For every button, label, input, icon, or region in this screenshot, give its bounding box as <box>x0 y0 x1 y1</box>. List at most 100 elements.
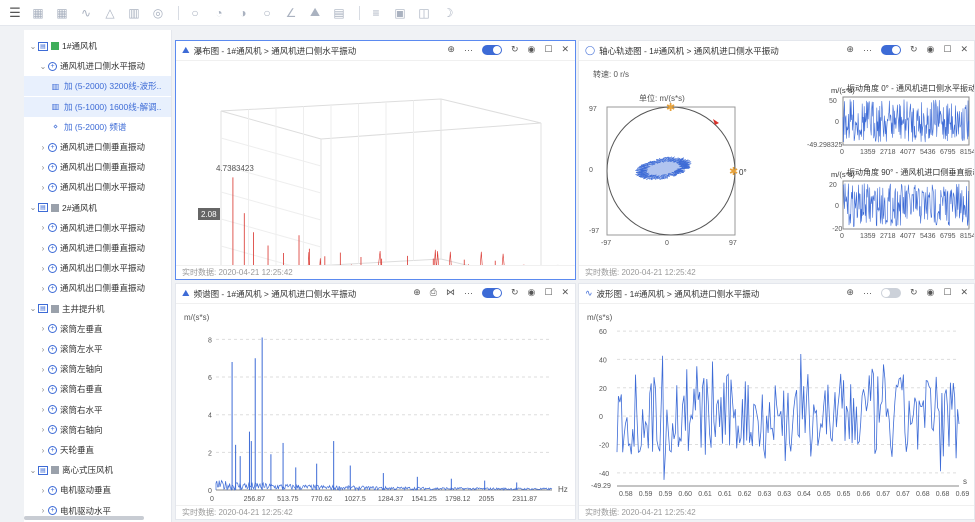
triangle-icon[interactable]: △ <box>105 5 115 20</box>
horizontal-scrollbar[interactable] <box>24 516 144 520</box>
link-icon[interactable]: ⋈ <box>445 287 455 297</box>
spectrum-panel[interactable]: ⛰ 频谱图 - 1#通风机 > 通风机进口侧水平振动 ⊕ ⎙ ⋈ ··· ↻ ◉… <box>175 283 576 520</box>
camera-icon[interactable]: ◉ <box>527 44 536 54</box>
chevron-down-icon[interactable]: ⌄ <box>29 41 37 51</box>
chevron-down-icon[interactable]: ⌄ <box>29 203 37 213</box>
tree-item[interactable]: › + 通风机出口侧垂直振动 <box>24 278 171 298</box>
realtime-toggle[interactable] <box>880 287 901 298</box>
chevron-down-icon[interactable]: ⌄ <box>29 465 37 475</box>
tree-item[interactable]: › + 天轮垂直 <box>24 440 171 460</box>
tree-item[interactable]: › + 滚筒左水平 <box>24 339 171 359</box>
chevron-right-icon[interactable]: › <box>41 485 45 495</box>
tree-item[interactable]: ▥ 加 (5-2000) 3200线-波形.. <box>24 76 171 97</box>
maximize-icon[interactable]: ☐ <box>943 287 952 297</box>
chevron-right-icon[interactable]: › <box>41 344 45 354</box>
rings-icon[interactable]: ◎ <box>152 5 164 20</box>
angle-icon[interactable]: ∠ <box>285 5 297 20</box>
camera-icon[interactable]: ◉ <box>926 287 935 297</box>
gauge-icon[interactable]: ◔ <box>215 5 223 20</box>
tree-item[interactable]: › + 滚筒右垂直 <box>24 379 171 399</box>
tree-item[interactable]: › + 通风机出口侧水平振动 <box>24 177 171 197</box>
circle-icon[interactable]: ○ <box>263 5 271 20</box>
maximize-icon[interactable]: ☐ <box>544 44 553 54</box>
tree-item[interactable]: › + 滚筒右轴向 <box>24 420 171 440</box>
tree-item[interactable]: › + 通风机进口侧水平振动 <box>24 218 171 238</box>
close-icon[interactable]: ✕ <box>960 44 968 54</box>
refresh-icon[interactable]: ↻ <box>510 287 519 297</box>
realtime-toggle[interactable] <box>481 287 502 298</box>
dial-icon[interactable]: ◑ <box>239 5 247 20</box>
more-icon[interactable]: ··· <box>463 44 473 55</box>
tree-item[interactable]: › + 滚筒右水平 <box>24 400 171 420</box>
chevron-right-icon[interactable]: › <box>41 324 45 334</box>
chart-icon[interactable]: ▥ <box>128 5 140 20</box>
moon-icon[interactable]: ☽ <box>442 5 454 20</box>
tree-item[interactable]: ⋄ 加 (5-2000) 频谱 <box>24 117 171 137</box>
export-icon[interactable]: ⎙ <box>429 287 437 297</box>
waterfall-icon[interactable]: ⛰ <box>309 5 321 19</box>
tree-item[interactable]: › + 电机驱动水平 <box>24 501 171 521</box>
waveform-chart[interactable]: m/(s*s) 60 40 20 0 -20 -40 -49.29 s 0.58 0.59 0.59 0… <box>579 304 974 505</box>
more-icon[interactable]: ··· <box>463 287 473 298</box>
tree-item[interactable]: › + 通风机进口侧垂直振动 <box>24 238 171 258</box>
waterfall-chart[interactable]: 4.73834232.08293.385001,0001,5002,0002,5… <box>176 61 575 265</box>
spectrum-icon[interactable]: ▤ <box>333 5 345 20</box>
tree-item[interactable]: ⌄ ▤ 1#通风机 <box>24 36 171 56</box>
chevron-right-icon[interactable]: › <box>41 425 45 435</box>
chevron-right-icon[interactable]: › <box>41 405 45 415</box>
maximize-icon[interactable]: ☐ <box>544 287 553 297</box>
target-icon[interactable]: ⊕ <box>846 287 854 297</box>
maximize-icon[interactable]: ☐ <box>943 44 952 54</box>
tree-item[interactable]: ▥ 加 (5-1000) 1600线-解调.. <box>24 96 171 117</box>
grid-icon[interactable]: ▦ <box>32 5 44 20</box>
layers-icon[interactable]: ◫ <box>418 5 430 20</box>
waterfall-panel[interactable]: ⛰ 瀑布图 - 1#通风机 > 通风机进口侧水平振动 ⊕ ··· ↻ ◉ ☐ ✕… <box>175 40 576 280</box>
chevron-right-icon[interactable]: › <box>41 384 45 394</box>
tree-item[interactable]: › + 滚筒左轴向 <box>24 359 171 379</box>
realtime-toggle[interactable] <box>880 44 901 55</box>
tree-item[interactable]: ⌄ + 通风机进口侧水平振动 <box>24 56 171 76</box>
tree-item[interactable]: ⌄ ▤ 离心式压风机 <box>24 460 171 480</box>
tree-item[interactable]: ⌄ ▤ 主井提升机 <box>24 299 171 319</box>
close-icon[interactable]: ✕ <box>561 287 569 297</box>
chevron-right-icon[interactable]: › <box>41 364 45 374</box>
close-icon[interactable]: ✕ <box>960 287 968 297</box>
tree-item[interactable]: › + 通风机出口侧垂直振动 <box>24 157 171 177</box>
chevron-right-icon[interactable]: › <box>41 182 45 192</box>
camera-icon[interactable]: ◉ <box>527 287 536 297</box>
grid-icon[interactable]: ▦ <box>56 5 68 20</box>
target-icon[interactable]: ⊕ <box>846 44 854 54</box>
close-icon[interactable]: ✕ <box>561 44 569 54</box>
target-icon[interactable]: ⊕ <box>413 287 421 297</box>
chevron-down-icon[interactable]: ⌄ <box>29 304 37 314</box>
camera-icon[interactable]: ◉ <box>926 44 935 54</box>
wave-icon[interactable]: ∿ <box>80 5 92 20</box>
more-icon[interactable]: ··· <box>862 44 872 55</box>
chevron-right-icon[interactable]: › <box>41 162 45 172</box>
refresh-icon[interactable]: ↻ <box>510 44 519 54</box>
refresh-icon[interactable]: ↻ <box>909 44 918 54</box>
tree-item[interactable]: › + 电机驱动垂直 <box>24 480 171 500</box>
tree-item[interactable]: › + 滚筒左垂直 <box>24 319 171 339</box>
menu-icon[interactable]: ☰ <box>9 5 21 20</box>
chevron-right-icon[interactable]: › <box>41 283 45 293</box>
chevron-right-icon[interactable]: › <box>41 142 45 152</box>
chevron-right-icon[interactable]: › <box>41 223 45 233</box>
circle-icon[interactable]: ○ <box>191 5 199 20</box>
spectrum-chart[interactable]: m/(s*s) 0 2 4 6 8 Hz 0 256.87 513.75 770.62 1027.5 1… <box>176 304 575 505</box>
tree-item[interactable]: › + 通风机进口侧垂直振动 <box>24 137 171 157</box>
list-icon[interactable]: ≡ <box>372 5 380 20</box>
waveform-panel[interactable]: ∿ 波形图 - 1#通风机 > 通风机进口侧水平振动 ⊕ ··· ↻ ◉ ☐ ✕… <box>578 283 975 520</box>
chevron-right-icon[interactable]: › <box>41 506 45 516</box>
chevron-right-icon[interactable]: › <box>41 243 45 253</box>
refresh-icon[interactable]: ↻ <box>909 287 918 297</box>
tree-item[interactable]: ⌄ ▤ 2#通风机 <box>24 198 171 218</box>
chevron-right-icon[interactable]: › <box>41 263 45 273</box>
chevron-down-icon[interactable]: ⌄ <box>39 61 47 71</box>
more-icon[interactable]: ··· <box>862 287 872 298</box>
table-icon[interactable]: ▣ <box>394 5 406 20</box>
realtime-toggle[interactable] <box>481 44 502 55</box>
tree-item[interactable]: › + 通风机出口侧水平振动 <box>24 258 171 278</box>
orbit-panel[interactable]: ◯ 轴心轨迹图 - 1#通风机 > 通风机进口侧水平振动 ⊕ ··· ↻ ◉ ☐… <box>578 40 975 280</box>
